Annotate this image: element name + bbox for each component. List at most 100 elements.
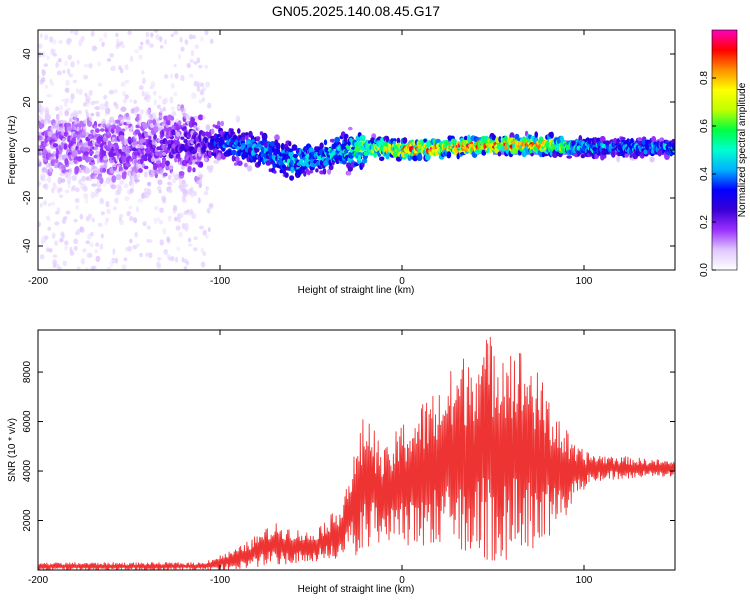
heatmap-cell xyxy=(210,128,215,135)
heatmap-cell xyxy=(235,115,241,123)
heatmap-cell xyxy=(76,156,83,162)
heatmap-cell xyxy=(175,256,179,263)
heatmap-cell xyxy=(282,168,286,175)
heatmap-cell xyxy=(39,33,43,39)
heatmap-cell xyxy=(83,74,89,80)
heatmap-cell xyxy=(180,46,185,52)
heatmap-cell xyxy=(122,138,129,146)
heatmap-cell xyxy=(124,64,129,71)
heatmap-cell xyxy=(64,109,69,117)
x-tick-label: 100 xyxy=(576,276,593,287)
heatmap-cell xyxy=(133,217,138,223)
heatmap-cell xyxy=(195,117,199,123)
heatmap-cell xyxy=(135,243,140,248)
y-tick-label: 40 xyxy=(22,48,33,60)
heatmap-cell xyxy=(147,181,152,187)
heatmap-cell xyxy=(178,232,183,238)
heatmap-cell xyxy=(136,173,141,179)
heatmap-cell xyxy=(106,131,111,136)
heatmap-cell xyxy=(43,142,49,147)
heatmap-cell xyxy=(155,118,160,122)
heatmap-cell xyxy=(95,242,100,247)
heatmap-cell xyxy=(347,170,352,176)
heatmap-cell xyxy=(112,206,118,211)
heatmap-cell xyxy=(55,62,60,68)
heatmap-cell xyxy=(183,265,188,270)
heatmap-cell xyxy=(284,172,289,178)
heatmap-cell xyxy=(171,129,176,136)
heatmap-cell xyxy=(170,154,174,159)
heatmap-cell xyxy=(181,179,186,185)
heatmap-cell xyxy=(70,93,75,100)
heatmap-cell xyxy=(59,172,65,177)
heatmap-cell xyxy=(120,81,126,88)
heatmap-cell xyxy=(153,134,157,140)
heatmap-cell xyxy=(327,168,332,175)
heatmap-cell xyxy=(178,54,181,59)
heatmap-cell xyxy=(52,52,58,57)
heatmap-cell xyxy=(170,73,174,79)
heatmap-cell xyxy=(343,133,349,139)
heatmap-cell xyxy=(96,187,102,193)
heatmap-cell xyxy=(52,254,58,259)
heatmap-cell xyxy=(75,88,80,94)
y-tick-label: 20 xyxy=(22,96,33,108)
heatmap-cell xyxy=(136,206,139,213)
heatmap-cell xyxy=(104,221,108,226)
heatmap-cell xyxy=(175,225,181,231)
heatmap-cell xyxy=(170,115,175,122)
heatmap-cell xyxy=(64,244,68,251)
heatmap-cell xyxy=(207,227,211,233)
heatmap-cell xyxy=(300,167,305,174)
heatmap-cell xyxy=(216,120,221,127)
heatmap-cell xyxy=(57,58,62,63)
heatmap-cell xyxy=(163,39,167,45)
heatmap-cell xyxy=(148,252,153,259)
heatmap-cell xyxy=(143,171,148,178)
y-tick-label: 2000 xyxy=(22,509,33,532)
heatmap-cell xyxy=(141,70,145,75)
heatmap-cell xyxy=(65,210,71,215)
heatmap-cell xyxy=(200,36,204,43)
heatmap-cell xyxy=(57,138,61,145)
heatmap-cell xyxy=(119,134,125,142)
heatmap-cell xyxy=(245,132,249,136)
heatmap-cell xyxy=(147,94,151,100)
heatmap-cell xyxy=(52,264,57,268)
heatmap-cell xyxy=(322,168,327,175)
heatmap-cell xyxy=(193,247,198,252)
heatmap-cell xyxy=(348,126,353,131)
spectrogram-y-ticks: -40 -20 0 20 40 xyxy=(22,48,675,253)
heatmap-cell xyxy=(186,62,191,69)
heatmap-cell xyxy=(84,63,88,68)
heatmap-cell xyxy=(134,48,140,54)
heatmap-cell xyxy=(112,125,117,130)
heatmap-cell xyxy=(198,225,204,230)
heatmap-cell xyxy=(288,141,292,147)
heatmap-cell xyxy=(184,227,189,232)
heatmap-cell xyxy=(169,182,173,187)
heatmap-cell xyxy=(120,40,124,46)
heatmap-cell xyxy=(80,227,85,233)
heatmap-cell xyxy=(64,240,69,246)
heatmap-cell xyxy=(62,260,67,267)
heatmap-cell xyxy=(90,231,94,237)
heatmap-cell xyxy=(205,124,211,131)
heatmap-cell xyxy=(154,30,159,33)
heatmap-cell xyxy=(123,183,129,189)
heatmap-cell xyxy=(156,261,161,268)
heatmap-cell xyxy=(102,167,106,173)
heatmap-cell xyxy=(73,112,79,118)
heatmap-cell xyxy=(155,160,161,165)
heatmap-cell xyxy=(103,94,108,100)
heatmap-cell xyxy=(197,114,204,121)
heatmap-cell xyxy=(86,103,90,108)
heatmap-cell xyxy=(175,131,181,137)
colorbar-tick-label: 0.2 xyxy=(699,215,710,229)
heatmap-cell xyxy=(160,45,164,49)
heatmap-cell xyxy=(76,126,80,132)
heatmap-cell xyxy=(123,98,127,104)
heatmap-cell xyxy=(138,54,143,60)
heatmap-cell xyxy=(185,261,190,266)
